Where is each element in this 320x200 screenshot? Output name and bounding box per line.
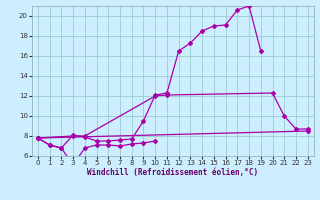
X-axis label: Windchill (Refroidissement éolien,°C): Windchill (Refroidissement éolien,°C): [87, 168, 258, 177]
